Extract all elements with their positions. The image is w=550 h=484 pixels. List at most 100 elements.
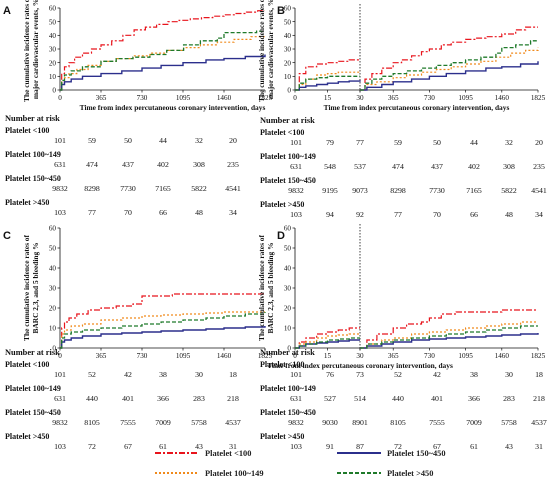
y-tick-label: 50 (49, 245, 57, 253)
x-tick-label: 0 (293, 352, 297, 360)
x-tick-label: 30 (356, 352, 364, 360)
series (60, 10, 266, 91)
risk-cell: 7555 (120, 418, 136, 427)
risk-cell: 50 (433, 138, 441, 147)
risk-cell: 77 (394, 210, 402, 219)
risk-cell: 8105 (84, 418, 100, 427)
risk-cell: 7009 (155, 418, 171, 427)
x-tick-label: 365 (96, 94, 107, 102)
series-line-p100_149 (360, 47, 539, 91)
x-tick-label: 1095 (176, 352, 191, 360)
series-line-gt450 (60, 30, 265, 91)
risk-row-label: Platelet 100~149 (5, 384, 61, 393)
x-tick-label: 1095 (176, 94, 191, 102)
x-tick-label: 730 (137, 352, 148, 360)
risk-table-title: Number at risk (5, 348, 60, 357)
risk-cell: 20 (229, 136, 237, 145)
risk-cell: 218 (533, 394, 545, 403)
risk-cell: 76 (326, 370, 334, 379)
series-line-lt100 (60, 293, 265, 349)
x-tick-label: 730 (424, 94, 435, 102)
y-tick-label: 10 (49, 325, 57, 333)
risk-cell: 67 (124, 442, 132, 451)
risk-row-label: Platelet 100~149 (260, 384, 316, 393)
x-tick-label: 0 (293, 94, 297, 102)
y-axis-label-line: major cardiovascular events, % (266, 0, 275, 99)
risk-table-title: Number at risk (5, 114, 60, 123)
series-line-p150_450 (360, 333, 539, 349)
panel-letter: D (277, 230, 285, 242)
risk-cell: 7009 (466, 418, 482, 427)
x-tick-label: 730 (137, 94, 148, 102)
y-tick-label: 30 (49, 46, 57, 54)
risk-cell: 5758 (191, 418, 207, 427)
legend-label: Platelet 100~149 (205, 469, 264, 478)
risk-cell: 9030 (322, 418, 338, 427)
risk-cell: 38 (470, 370, 478, 379)
panel-c: C 0 10 20 30 40 50 60 The cumulative incidence r… (3, 225, 273, 451)
risk-cell: 72 (394, 442, 402, 451)
risk-table-title: Number at risk (260, 116, 315, 125)
x-axis-label: Time from index percutaneous coronary in… (267, 361, 453, 370)
risk-cell: 402 (468, 162, 480, 171)
series-line-gt450 (295, 75, 360, 91)
risk-cell: 101 (54, 136, 66, 145)
risk-cell: 9832 (288, 418, 304, 427)
y-tick-label: 30 (284, 46, 292, 54)
risk-cell: 440 (392, 394, 404, 403)
risk-cell: 235 (227, 160, 239, 169)
x-tick-label: 1825 (258, 352, 273, 360)
panel-a: A 0 10 20 30 40 50 60 The cumulative incidence r… (3, 0, 273, 217)
risk-cell: 30 (505, 370, 513, 379)
y-tick-label: 30 (49, 285, 57, 293)
risk-cell: 72 (88, 442, 96, 451)
risk-cell: 7730 (120, 184, 136, 193)
risk-cell: 70 (124, 208, 132, 217)
risk-cell: 34 (229, 208, 237, 217)
series-line-p100_149 (60, 311, 265, 349)
risk-cell: 7165 (155, 184, 171, 193)
risk-cell: 283 (503, 394, 515, 403)
risk-cell: 70 (433, 210, 441, 219)
risk-cell: 44 (470, 138, 478, 147)
series-line-lt100 (295, 327, 360, 349)
risk-cell: 92 (356, 210, 364, 219)
risk-cell: 7165 (466, 186, 482, 195)
risk-row-label: Platelet >450 (5, 432, 49, 441)
panel-letter: A (3, 5, 11, 17)
x-tick-label: 1825 (531, 352, 546, 360)
y-axis-label-line: The cumulative incidence rates of (257, 0, 266, 102)
risk-cell: 103 (54, 208, 66, 217)
risk-cell: 8298 (390, 186, 406, 195)
risk-cell: 366 (468, 394, 480, 403)
risk-row-label: Platelet >450 (260, 432, 304, 441)
risk-cell: 73 (356, 370, 364, 379)
risk-cell: 218 (227, 394, 239, 403)
risk-cell: 50 (124, 136, 132, 145)
risk-cell: 9073 (352, 186, 368, 195)
y-tick-label: 50 (49, 18, 57, 26)
risk-cell: 103 (290, 442, 302, 451)
risk-cell: 5822 (191, 184, 207, 193)
risk-cell: 440 (86, 394, 98, 403)
risk-cell: 9195 (322, 186, 338, 195)
risk-cell: 38 (159, 370, 167, 379)
risk-cell: 32 (195, 136, 203, 145)
legend-item: Platelet 150~450 (337, 449, 446, 458)
series-line-p150_450 (60, 326, 266, 349)
risk-cell: 44 (159, 136, 167, 145)
risk-row-label: Platelet 150~450 (260, 408, 316, 417)
risk-cell: 87 (356, 442, 364, 451)
series-left (295, 59, 361, 91)
risk-table-title: Number at risk (260, 348, 315, 357)
y-axis-label: The cumulative incidence rates of BARC 2,… (257, 235, 275, 341)
y-tick-label: 0 (287, 87, 291, 95)
series-line-gt450 (60, 312, 266, 349)
y-tick-label: 20 (49, 305, 57, 313)
y-tick-label: 10 (284, 73, 292, 81)
risk-cell: 4537 (531, 418, 547, 427)
risk-cell: 61 (470, 442, 478, 451)
y-axis-label: The cumulative incidence rates of major c… (257, 0, 275, 102)
x-tick-label: 1460 (495, 352, 510, 360)
